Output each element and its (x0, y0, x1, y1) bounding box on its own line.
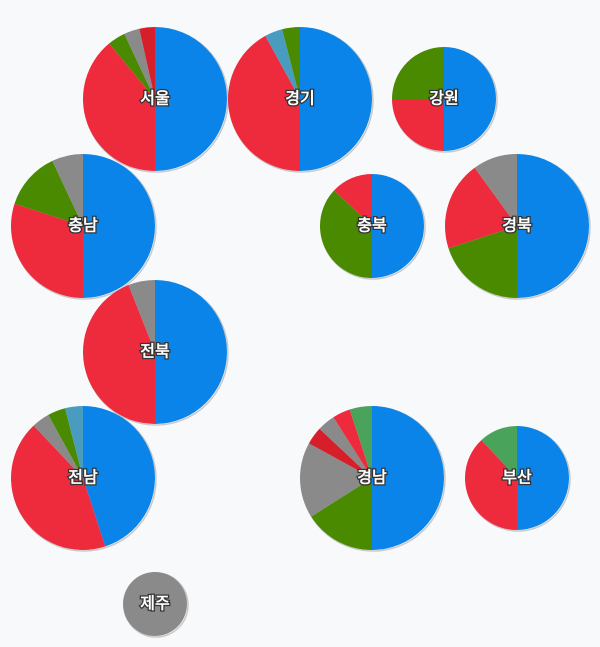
pie-slice (14, 160, 83, 226)
pie-slice (155, 280, 227, 424)
pie-slice (83, 43, 155, 171)
region-label: 경북 (502, 216, 532, 235)
pie-slice (11, 425, 106, 550)
region-pie: 강원 (392, 47, 498, 153)
pie-slice (300, 27, 372, 171)
region-label: 서울 (140, 89, 170, 108)
region-label: 경남 (357, 468, 387, 487)
region-label: 충북 (357, 216, 387, 235)
region-pie: 서울 (83, 27, 229, 173)
pie-slice (464, 440, 517, 530)
region-pie: 전남 (11, 406, 157, 552)
pie-slice (33, 414, 83, 478)
pie-slice (445, 167, 517, 249)
pie-slice (444, 47, 496, 151)
region-label: 경기 (285, 89, 314, 108)
pie-slice (334, 174, 372, 226)
region-pie: 경기 (228, 27, 374, 173)
pie-slice (320, 190, 372, 278)
region-pie: 부산 (464, 426, 571, 532)
pie-slice (109, 33, 155, 100)
pie-slice (517, 154, 589, 298)
pie-slice (372, 406, 444, 550)
pie-slice (372, 174, 424, 278)
pie-slice (333, 409, 372, 478)
pie-slice (311, 478, 372, 550)
region-pie: 충북 (320, 174, 426, 280)
region-pie: 경남 (299, 406, 446, 552)
pie-slice (10, 203, 83, 298)
pie-slice (228, 35, 300, 172)
pie-slice (282, 27, 300, 99)
pie-slice (448, 226, 517, 298)
pie-slice (52, 154, 83, 226)
pie-slice (83, 406, 155, 547)
region-label: 부산 (502, 468, 532, 487)
pie-slice (349, 406, 372, 478)
region-label: 충남 (68, 216, 98, 235)
region-pie: 경북 (445, 154, 591, 300)
pie-slice (481, 426, 517, 478)
pie-slice (308, 428, 372, 478)
pie-slice (124, 28, 155, 99)
pie-slice (392, 99, 444, 151)
pie-slice (474, 154, 517, 226)
pie-slice (128, 280, 155, 352)
pie-slice (83, 154, 155, 298)
pie-slice (48, 408, 83, 478)
region-pie: 제주 (123, 572, 189, 638)
pie-slice (299, 443, 372, 517)
pie-slice (83, 285, 155, 424)
region-pie: 전북 (83, 280, 229, 426)
region-label: 전남 (68, 468, 98, 487)
pie-slice (392, 47, 444, 99)
region-pie: 충남 (10, 154, 157, 300)
region-label: 강원 (429, 89, 458, 108)
pie-slice (517, 426, 569, 530)
region-label: 제주 (140, 594, 170, 613)
pie-slice (139, 27, 155, 99)
region-label: 전북 (140, 342, 170, 361)
pie-slice (123, 572, 187, 636)
pie-slice (319, 417, 372, 478)
pie-slice (265, 29, 300, 100)
pie-slice (65, 406, 83, 478)
pie-slice (155, 27, 227, 171)
